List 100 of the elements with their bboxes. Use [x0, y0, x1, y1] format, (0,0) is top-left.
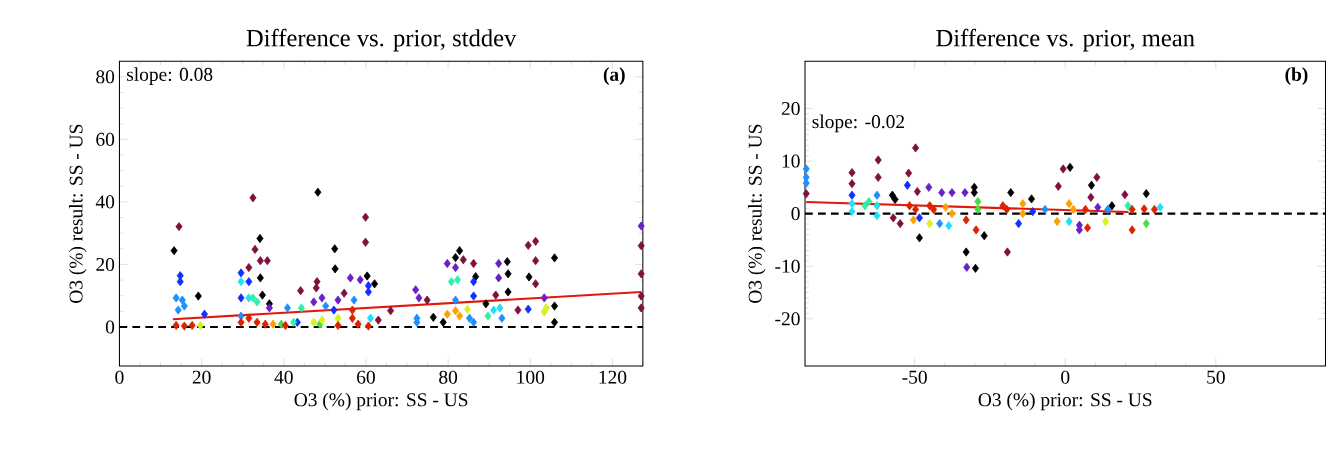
point: [865, 196, 873, 206]
point: [909, 215, 917, 225]
point: [314, 187, 322, 197]
point: [180, 301, 188, 311]
point: [470, 291, 478, 301]
point: [903, 180, 911, 190]
point: [1059, 164, 1067, 174]
point: [269, 319, 277, 329]
point: [504, 287, 512, 297]
point: [237, 293, 245, 303]
point: [423, 295, 431, 305]
point: [465, 313, 473, 323]
point: [1140, 204, 1148, 214]
point: [253, 317, 261, 327]
point: [362, 237, 370, 247]
point: [503, 257, 511, 267]
point: [925, 182, 933, 192]
point: [551, 301, 559, 311]
y-tick-label: -20: [775, 312, 800, 326]
point: [873, 211, 881, 221]
point: [962, 247, 970, 257]
x-tick-label: 0: [1061, 370, 1070, 384]
point: [1142, 218, 1150, 229]
y-tick-label: 0: [105, 320, 115, 334]
x-tick-label: 100: [517, 370, 545, 384]
point: [415, 293, 423, 303]
point: [1003, 204, 1011, 214]
point: [1015, 218, 1023, 229]
point: [176, 277, 184, 287]
point: [926, 218, 934, 229]
point: [540, 293, 548, 303]
point: [178, 295, 186, 305]
point: [972, 225, 980, 235]
point: [963, 262, 971, 272]
point: [310, 297, 318, 307]
point: [330, 305, 338, 315]
annotation: slope: 0.08: [127, 67, 213, 85]
point: [245, 262, 253, 273]
point: [1007, 187, 1015, 198]
point: [470, 317, 478, 327]
point: [245, 313, 253, 323]
point: [802, 164, 810, 174]
point: [251, 244, 259, 254]
point: [1121, 190, 1129, 200]
annotation: slope: -0.02: [812, 114, 905, 133]
point: [429, 312, 437, 322]
point: [412, 285, 420, 295]
point: [496, 303, 504, 313]
point: [492, 290, 500, 300]
chart-title: Difference vs. prior, mean: [936, 28, 1195, 52]
point: [356, 275, 364, 285]
point: [188, 320, 196, 330]
point: [861, 201, 869, 211]
point: [200, 309, 208, 319]
point: [1102, 216, 1110, 226]
point: [1066, 162, 1074, 172]
point: [974, 196, 982, 206]
point: [873, 201, 881, 211]
point: [961, 187, 969, 198]
point: [245, 277, 253, 287]
point: [387, 306, 395, 316]
point: [1150, 204, 1158, 214]
x-tick-label: 50: [1207, 370, 1225, 384]
x-tick-label: -50: [902, 370, 927, 384]
x-tick-label: 120: [599, 370, 627, 384]
point: [874, 172, 882, 182]
point: [256, 233, 264, 243]
point: [915, 213, 923, 223]
x-tick-label: 40: [274, 370, 293, 384]
point: [542, 303, 550, 313]
point: [498, 313, 506, 323]
point: [896, 218, 904, 229]
point: [1054, 181, 1062, 191]
point: [297, 286, 305, 296]
point: [366, 313, 374, 323]
point: [495, 273, 503, 283]
point: [452, 295, 459, 305]
point: [1087, 192, 1095, 202]
point: [180, 321, 188, 331]
point: [525, 272, 533, 282]
point: [374, 315, 382, 325]
point: [1108, 201, 1116, 211]
point: [532, 256, 540, 266]
point: [1028, 194, 1036, 204]
point: [256, 256, 264, 266]
point: [371, 279, 379, 289]
point: [945, 221, 953, 231]
point: [637, 291, 645, 301]
point: [942, 202, 950, 212]
point: [334, 295, 342, 305]
point: [1128, 225, 1136, 235]
point: [237, 277, 245, 287]
point: [318, 315, 326, 325]
point: [443, 309, 451, 319]
point: [1019, 209, 1027, 219]
point: [912, 204, 920, 214]
point: [256, 273, 264, 283]
y-tick-label: 60: [96, 132, 115, 146]
point: [915, 233, 923, 243]
point: [1041, 204, 1049, 214]
